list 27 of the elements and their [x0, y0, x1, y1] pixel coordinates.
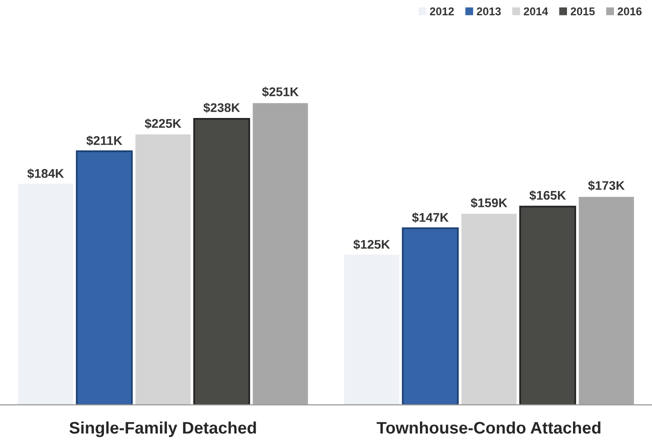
bar [18, 184, 74, 405]
legend-label: 2016 [618, 7, 642, 16]
bar [252, 103, 308, 405]
data-label: $147K [412, 212, 449, 223]
bar [344, 254, 400, 405]
data-label: $159K [470, 198, 508, 208]
legend-label: 2014 [524, 7, 548, 16]
x-tick-label: Single-Family Detached [69, 421, 256, 438]
bar [76, 150, 133, 405]
legend-label: 2015 [570, 7, 595, 16]
bar [519, 206, 576, 405]
data-label: $165K [529, 190, 566, 201]
bar [193, 118, 250, 405]
data-label: $238K [203, 102, 240, 113]
data-label: $225K [144, 118, 182, 129]
data-label: $125K [353, 239, 390, 250]
legend-label: 2013 [476, 7, 501, 16]
bar [461, 214, 517, 405]
bar [135, 134, 191, 405]
bar [578, 196, 634, 405]
data-label: $211K [86, 136, 122, 146]
legend-label: 2012 [430, 7, 454, 16]
bar [402, 227, 459, 405]
data-label: $251K [262, 86, 299, 97]
data-label: $184K [27, 168, 64, 179]
x-tick-label: Townhouse-Condo Attached [376, 421, 600, 434]
data-label: $173K [588, 180, 625, 191]
